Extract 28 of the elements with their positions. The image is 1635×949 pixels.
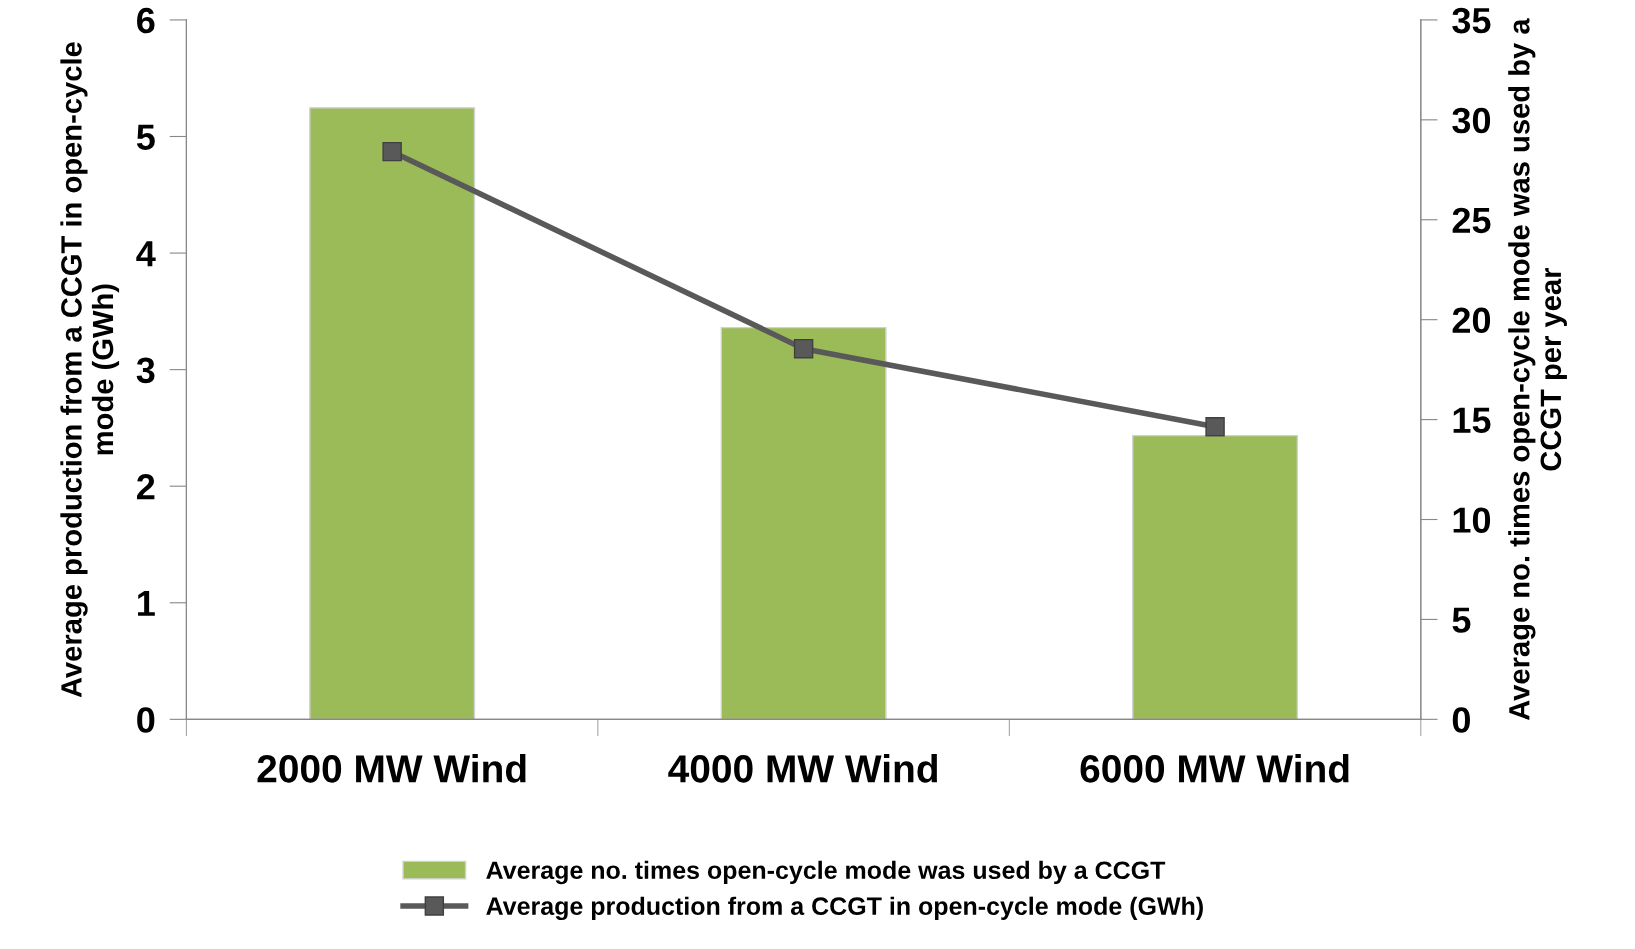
bar (309, 107, 476, 720)
y-axis-title: Average production from a CCGT in open-cycle mode (GWh) (60, 42, 120, 698)
point (793, 338, 814, 359)
y2-tick-label: 15 (1453, 407, 1491, 434)
bar (1132, 434, 1299, 720)
y2-axis-title: Average no. times open-cycle mode was used by a CCGT per year (1508, 18, 1567, 721)
y-tick-label: 6 (137, 7, 155, 34)
x-tick-label: 4000 MW Wind (668, 754, 937, 783)
x-tick-label: 6000 MW Wind (1080, 754, 1349, 783)
y2-tick-label: 5 (1452, 607, 1471, 633)
y2-tick-label: 20 (1452, 307, 1491, 334)
legend-label: Average production from a CCGT in open-cycle mode (GWh) (486, 896, 1203, 921)
y-tick-label: 2 (137, 474, 155, 500)
y2-tick-label: 10 (1453, 507, 1491, 533)
y-tick-label: 5 (136, 124, 155, 150)
y2-tick-label: 35 (1452, 7, 1491, 34)
y2-tick-label: 30 (1452, 107, 1491, 134)
point (1205, 417, 1225, 437)
y-tick-label: 0 (137, 707, 155, 733)
point (382, 141, 402, 162)
y2-tick-label: 0 (1452, 707, 1470, 733)
y2-tick-label: 25 (1452, 207, 1491, 234)
legend-label: Average no. times open-cycle mode was used by a CCGT (486, 860, 1166, 885)
y-tick-label: 4 (136, 241, 156, 267)
bar (720, 326, 887, 720)
y-tick-label: 3 (136, 357, 155, 384)
x-tick-label: 2000 MW Wind (257, 754, 526, 783)
y-tick-label: 1 (138, 591, 155, 616)
